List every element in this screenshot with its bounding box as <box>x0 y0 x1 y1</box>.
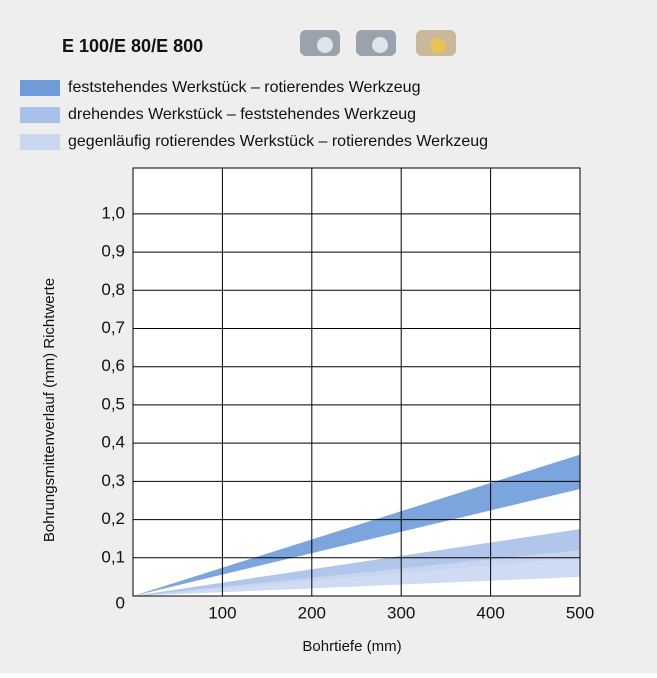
band <box>133 454 580 596</box>
y-tick-label: 0,1 <box>101 547 125 566</box>
y-tick-label: 0 <box>116 593 125 612</box>
y-tick-label: 1,0 <box>101 203 125 222</box>
plot-area <box>133 168 580 596</box>
icons <box>300 30 456 56</box>
legend-swatch <box>20 80 60 96</box>
band <box>133 550 580 596</box>
legend-label: gegenläufig rotierendes Werkstück – roti… <box>68 133 488 150</box>
plot-border <box>132 167 581 597</box>
legend-swatch <box>20 107 60 123</box>
y-tick-label: 0,7 <box>101 318 125 337</box>
y-tick-label: 0,3 <box>101 471 125 490</box>
x-tick-label: 200 <box>298 603 326 622</box>
legend-swatch <box>20 134 60 150</box>
x-tick-label: 300 <box>387 603 415 622</box>
y-tick-label: 0,4 <box>101 433 125 452</box>
legend-label: drehendes Werkstück – feststehendes Werk… <box>68 106 416 123</box>
x-axis-label: Bohrtiefe (mm) <box>302 638 401 655</box>
y-tick-label: 0,2 <box>101 509 125 528</box>
y-tick-label: 0,5 <box>101 394 125 413</box>
y-tick-label: 0,8 <box>101 280 125 299</box>
y-axis-label: Bohrungsmittenverlauf (mm) Richtwerte <box>41 278 58 542</box>
legend-label: feststehendes Werkstück – rotierendes We… <box>68 79 420 96</box>
x-tick-label: 400 <box>476 603 504 622</box>
band <box>133 529 580 596</box>
y-tick-label: 0,6 <box>101 356 125 375</box>
chart-title: E 100/E 80/E 800 <box>62 36 203 56</box>
y-tick-label: 0,9 <box>101 242 125 261</box>
x-tick-label: 500 <box>566 603 594 622</box>
x-tick-label: 100 <box>208 603 236 622</box>
